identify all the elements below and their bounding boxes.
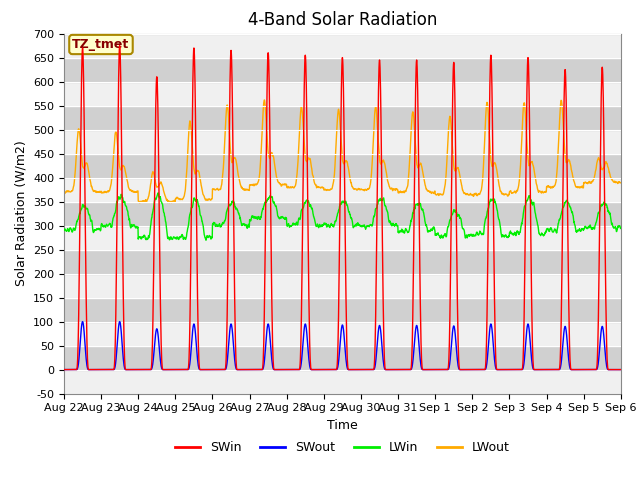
LWin bbox=[617, 226, 625, 231]
Bar bbox=[64, 82, 621, 106]
LWin bbox=[504, 234, 512, 240]
Legend: SWin, SWout, LWin, LWout: SWin, SWout, LWin, LWout bbox=[170, 436, 515, 459]
X-axis label: Time: Time bbox=[327, 419, 358, 432]
LWin bbox=[202, 237, 210, 243]
Bar bbox=[64, 346, 621, 370]
LWin bbox=[359, 223, 367, 229]
Line: LWin: LWin bbox=[64, 193, 621, 240]
Bar bbox=[64, 370, 621, 394]
SWin bbox=[583, 367, 591, 372]
Bar bbox=[64, 178, 621, 202]
LWout bbox=[371, 108, 379, 114]
LWout bbox=[359, 187, 367, 192]
LWout bbox=[60, 190, 68, 195]
SWin bbox=[116, 43, 124, 48]
LWin bbox=[568, 210, 575, 216]
Bar bbox=[64, 154, 621, 178]
Y-axis label: Solar Radiation (W/m2): Solar Radiation (W/m2) bbox=[15, 141, 28, 287]
LWout bbox=[617, 180, 625, 186]
LWin bbox=[60, 228, 68, 233]
Bar bbox=[64, 274, 621, 298]
Bar bbox=[64, 130, 621, 154]
LWout bbox=[216, 186, 223, 192]
SWout bbox=[60, 367, 68, 372]
SWin bbox=[60, 367, 68, 372]
Bar bbox=[64, 34, 621, 58]
SWout bbox=[568, 367, 575, 372]
Line: LWout: LWout bbox=[64, 100, 621, 203]
SWout bbox=[216, 367, 223, 372]
LWout bbox=[504, 192, 512, 198]
Line: SWout: SWout bbox=[64, 322, 621, 370]
Title: 4-Band Solar Radiation: 4-Band Solar Radiation bbox=[248, 11, 437, 29]
Line: SWin: SWin bbox=[64, 46, 621, 370]
Bar bbox=[64, 202, 621, 226]
Bar bbox=[64, 298, 621, 322]
LWin bbox=[216, 221, 223, 227]
SWin bbox=[216, 367, 223, 372]
SWout bbox=[79, 319, 86, 324]
SWin bbox=[371, 357, 378, 362]
SWin bbox=[504, 367, 512, 372]
LWout bbox=[260, 97, 268, 103]
Text: TZ_tmet: TZ_tmet bbox=[72, 38, 130, 51]
SWout bbox=[583, 367, 591, 372]
SWout bbox=[504, 367, 512, 372]
LWin bbox=[154, 190, 162, 196]
Bar bbox=[64, 322, 621, 346]
Bar bbox=[64, 226, 621, 250]
SWin bbox=[358, 367, 366, 372]
SWin bbox=[617, 367, 625, 372]
LWout bbox=[136, 200, 143, 205]
SWin bbox=[568, 367, 575, 372]
Bar bbox=[64, 58, 621, 82]
LWout bbox=[568, 169, 575, 175]
LWin bbox=[584, 225, 591, 231]
SWout bbox=[617, 367, 625, 372]
LWout bbox=[584, 180, 591, 186]
Bar bbox=[64, 106, 621, 130]
Bar bbox=[64, 250, 621, 274]
LWin bbox=[371, 211, 379, 217]
SWout bbox=[371, 365, 378, 371]
SWout bbox=[358, 367, 366, 372]
